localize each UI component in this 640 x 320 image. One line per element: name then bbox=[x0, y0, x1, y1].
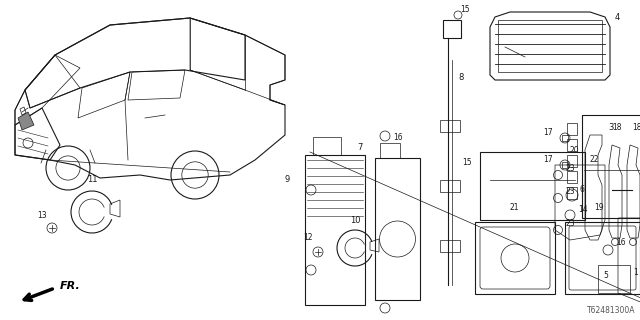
Text: 5: 5 bbox=[603, 271, 608, 280]
Text: 22: 22 bbox=[590, 155, 600, 164]
Text: 15: 15 bbox=[462, 158, 472, 167]
Text: 11: 11 bbox=[87, 175, 97, 184]
Text: 20: 20 bbox=[570, 146, 580, 155]
Text: 12: 12 bbox=[303, 233, 312, 242]
Text: 18: 18 bbox=[612, 123, 621, 132]
Text: 3: 3 bbox=[608, 123, 613, 132]
Text: 16: 16 bbox=[616, 238, 626, 247]
Text: 8: 8 bbox=[458, 73, 463, 82]
Text: 13: 13 bbox=[37, 211, 47, 220]
Text: 23: 23 bbox=[565, 164, 575, 173]
Text: 21: 21 bbox=[510, 203, 520, 212]
Text: 17: 17 bbox=[543, 155, 552, 164]
Text: 17: 17 bbox=[543, 128, 552, 137]
Text: 23: 23 bbox=[565, 219, 575, 228]
Text: 9: 9 bbox=[285, 175, 290, 184]
Text: FR.: FR. bbox=[60, 281, 81, 291]
Text: 1: 1 bbox=[633, 268, 637, 277]
Text: T62481300A: T62481300A bbox=[586, 306, 635, 315]
Text: 23: 23 bbox=[565, 187, 575, 196]
Text: 18: 18 bbox=[632, 123, 640, 132]
Polygon shape bbox=[18, 112, 34, 130]
Text: 19: 19 bbox=[595, 203, 604, 212]
Text: 4: 4 bbox=[615, 13, 620, 22]
Text: 15: 15 bbox=[460, 5, 470, 14]
Text: 6: 6 bbox=[580, 185, 585, 194]
Text: 14: 14 bbox=[578, 205, 588, 214]
Text: 16: 16 bbox=[393, 133, 403, 142]
Text: 7: 7 bbox=[357, 143, 362, 152]
Text: 10: 10 bbox=[350, 216, 360, 225]
